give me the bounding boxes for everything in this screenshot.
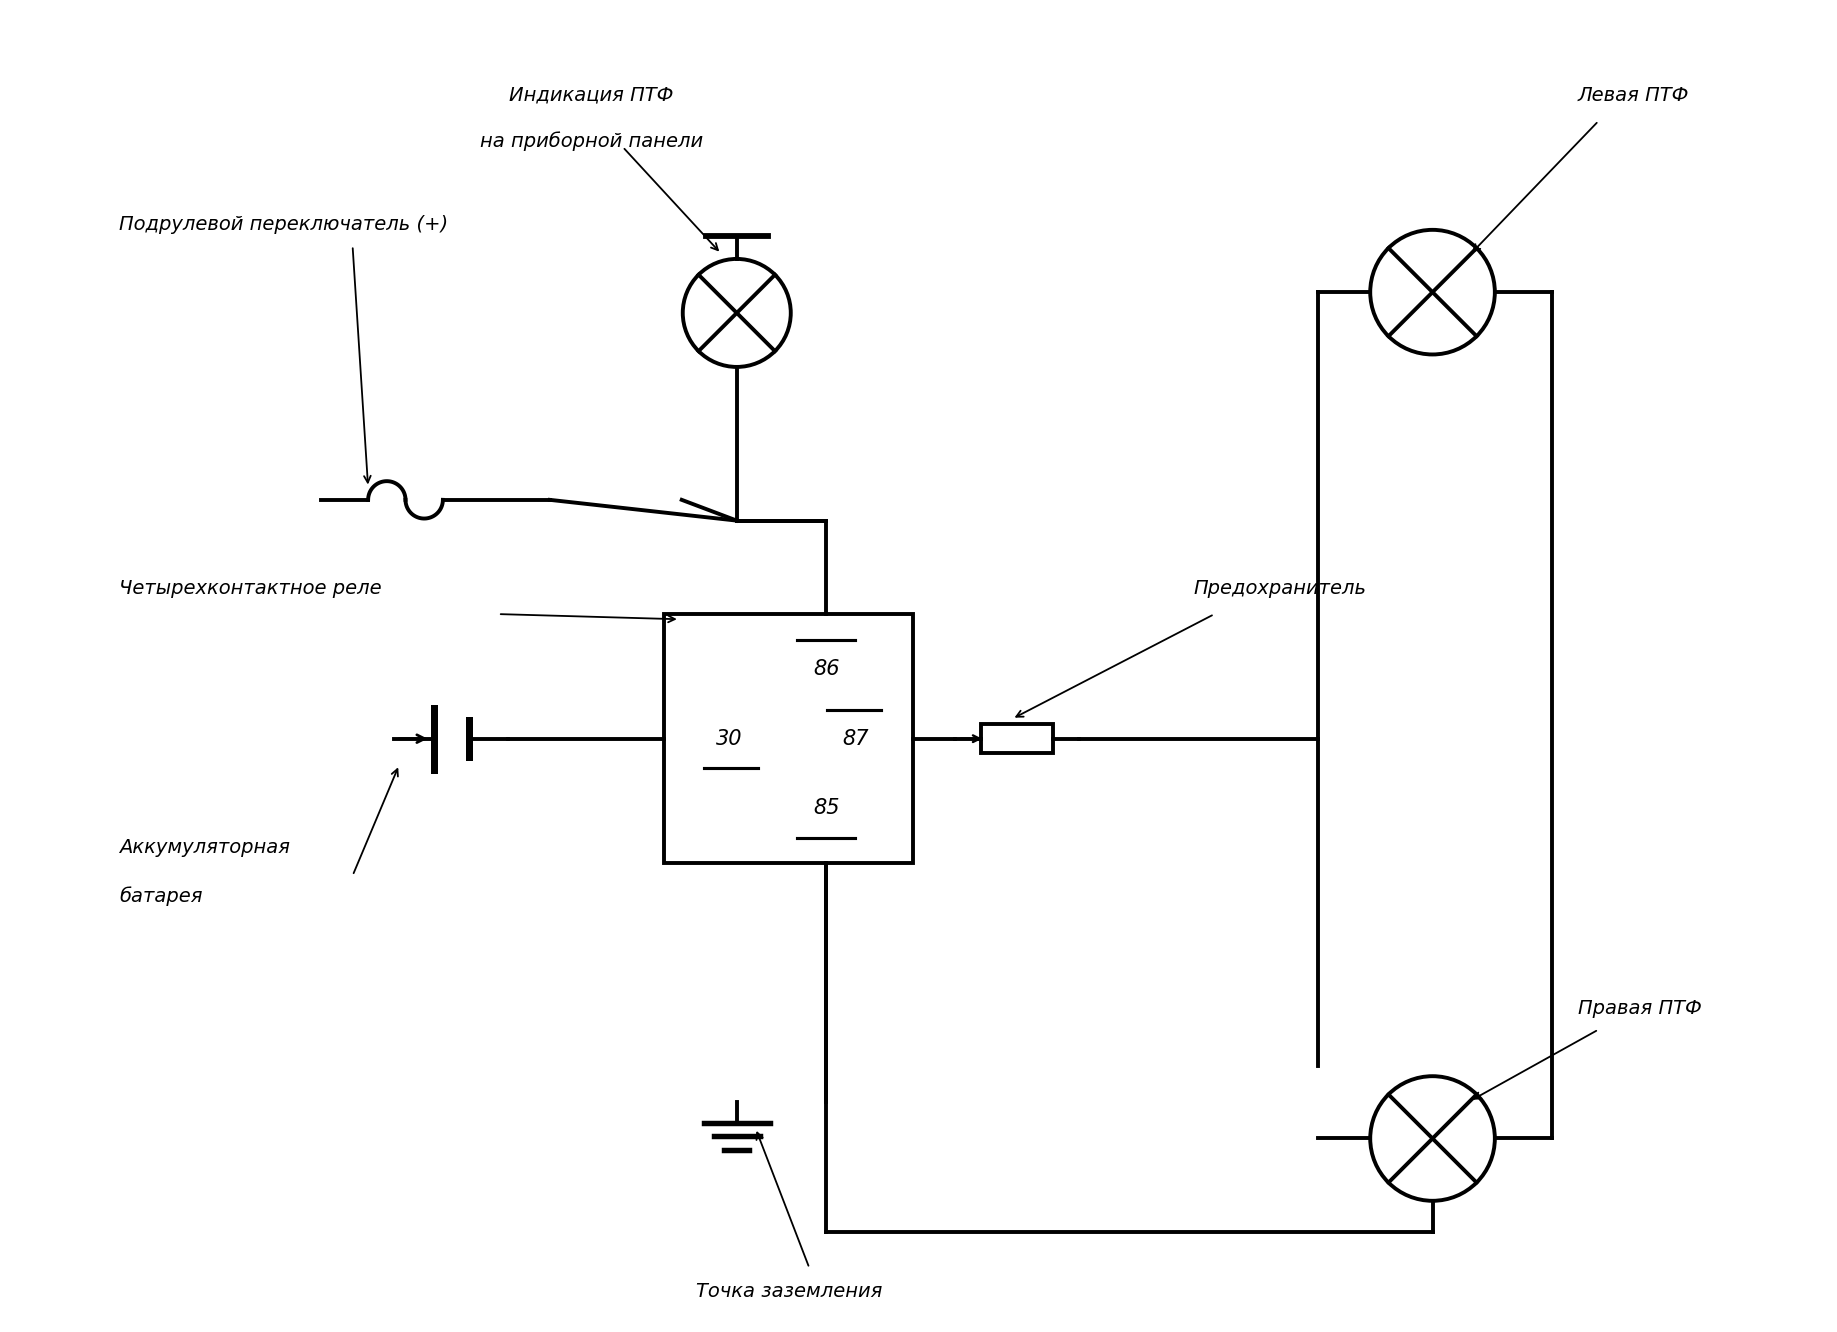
Text: Точка заземления: Точка заземления	[696, 1281, 882, 1300]
Text: батарея: батарея	[119, 887, 202, 906]
Text: Индикация ПТФ: Индикация ПТФ	[509, 85, 674, 104]
Text: Предохранитель: Предохранитель	[1194, 578, 1367, 598]
Bar	[665, 614, 913, 863]
Bar	[981, 725, 1053, 753]
Text: 86: 86	[812, 659, 840, 679]
Text: Аккумуляторная: Аккумуляторная	[119, 838, 290, 858]
Text: на приборной панели: на приборной панели	[479, 132, 704, 152]
Text: Подрулевой переключатель (+): Подрулевой переключатель (+)	[119, 216, 448, 234]
Text: Правая ПТФ: Правая ПТФ	[1578, 999, 1701, 1018]
Text: Четырехконтактное реле: Четырехконтактное реле	[119, 578, 382, 598]
Text: 87: 87	[843, 729, 869, 749]
Text: Левая ПТФ: Левая ПТФ	[1578, 85, 1690, 104]
Text: 30: 30	[716, 729, 742, 749]
Text: 85: 85	[812, 798, 840, 818]
